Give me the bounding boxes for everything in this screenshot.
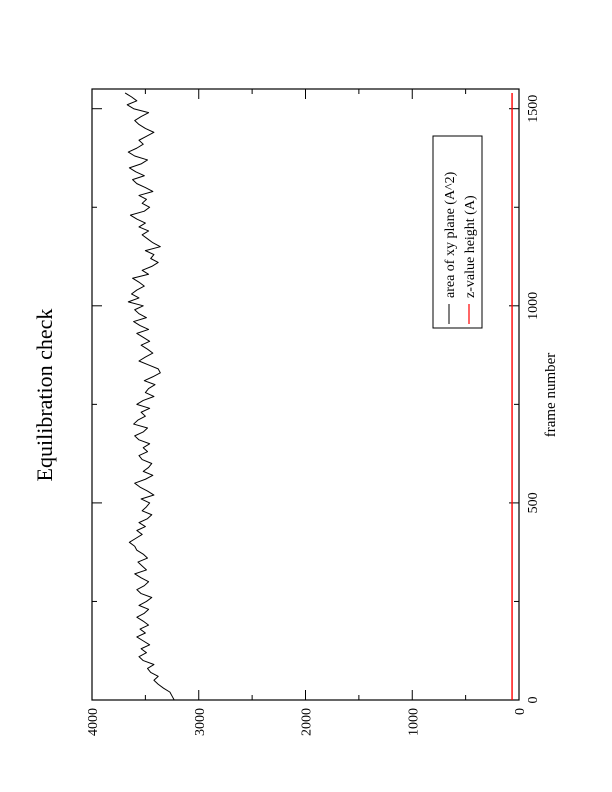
chart-rotated-group: 0 500 1000 1500 0 1000 2000 3000 4000 Equilibra…: [32, 88, 559, 736]
legend: area of xy plane (A^2) z-value height (A…: [432, 135, 483, 329]
series-line-area-xy-plane: [124, 92, 175, 701]
x-axis-ticks: 0 500 1000 1500: [92, 95, 541, 704]
x-tick-label: 0: [526, 697, 541, 704]
series-layer: [124, 92, 513, 701]
y-tick-label: 2000: [300, 708, 315, 736]
y-tick-label: 4000: [86, 708, 101, 736]
x-tick-label: 1500: [526, 95, 541, 123]
legend-label-area: area of xy plane (A^2): [443, 171, 458, 298]
legend-box: [432, 135, 483, 329]
x-tick-label: 500: [526, 492, 541, 513]
y-axis-ticks: 0 1000 2000 3000 4000: [86, 89, 528, 736]
legend-label-z: z-value height (A): [463, 195, 478, 298]
x-tick-label: 1000: [526, 292, 541, 320]
y-tick-label: 3000: [193, 708, 208, 736]
y-tick-label: 0: [513, 708, 528, 715]
chart-title: Equilibration check: [32, 309, 57, 482]
x-axis-label: frame number: [543, 353, 559, 438]
y-tick-label: 1000: [406, 708, 421, 736]
